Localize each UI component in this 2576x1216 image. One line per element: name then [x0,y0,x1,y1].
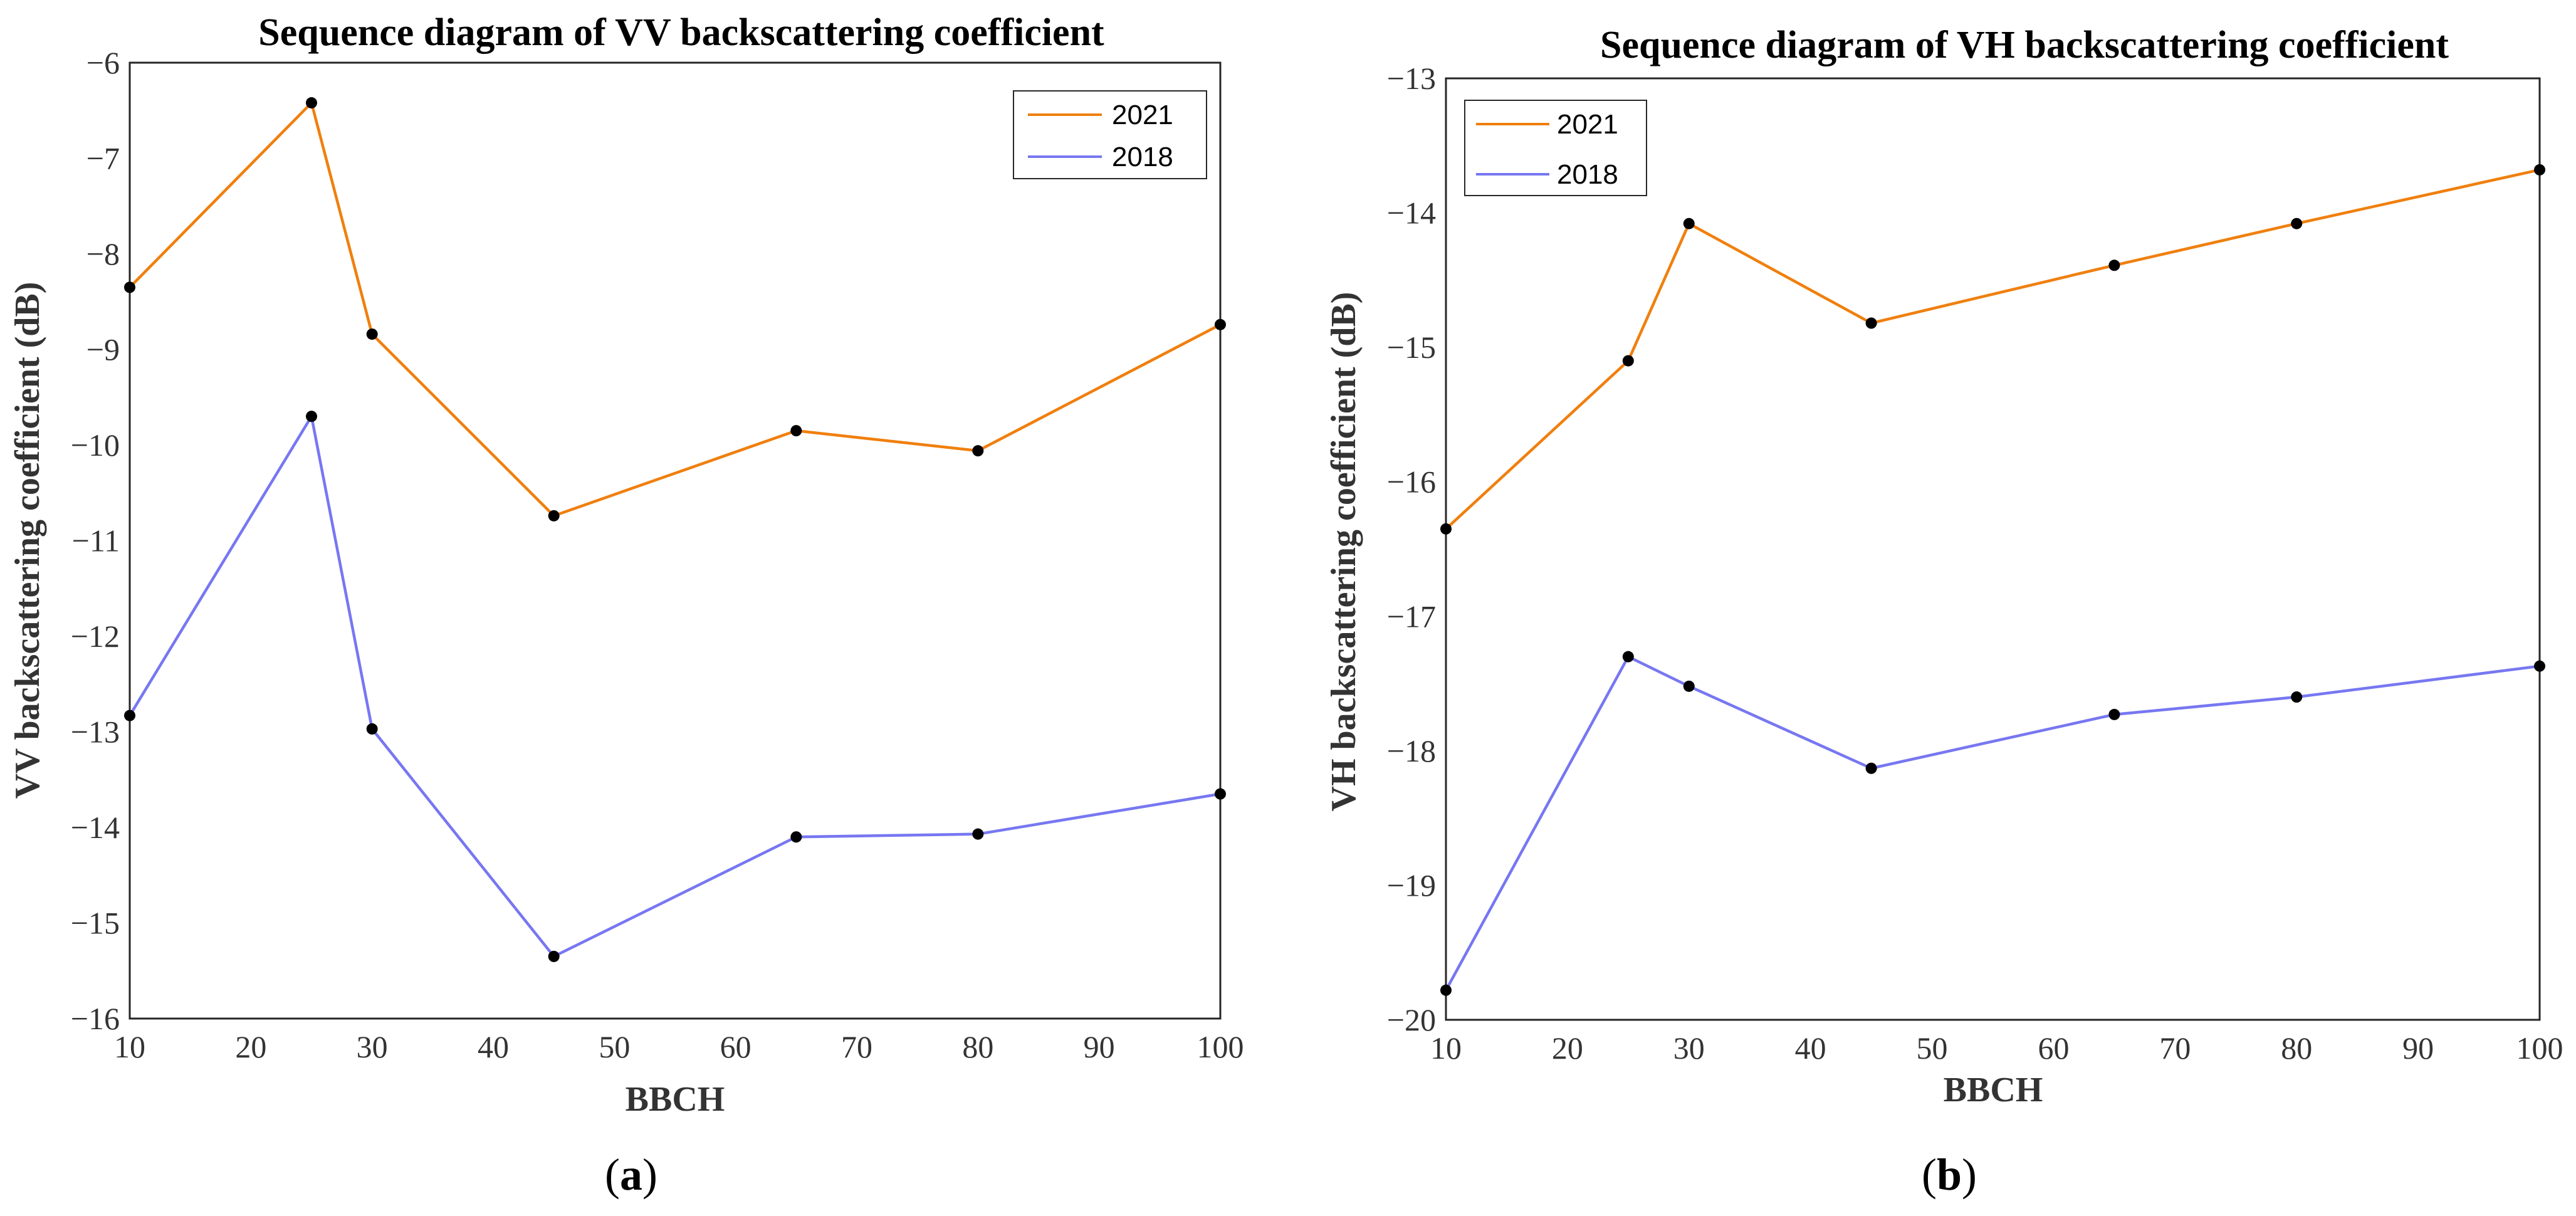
data-point-2018 [1622,651,1634,663]
legend: 2021 2018 [1464,100,1647,196]
data-point-2018 [124,710,135,721]
data-point-2018 [306,411,317,422]
y-tick-label: −15 [1387,330,1436,365]
chart-panel-a: Sequence diagram of VV backscattering co… [8,11,1244,1200]
data-point-2021 [972,445,984,457]
data-point-2018 [1683,680,1695,692]
data-point-2021 [1215,318,1226,330]
x-tick-label: 40 [1795,1030,1826,1066]
x-tick-label: 90 [2402,1030,2434,1066]
panel-label-b: (b) [1922,1150,1977,1200]
data-point-2021 [2108,259,2120,271]
data-point-2021 [1865,317,1877,329]
tick-group: 10 20 30 40 50 60 70 80 90 100 −16 −15 −14 −13 −12 −11 −… [71,45,1244,1064]
legend-box [1013,90,1207,179]
x-tick-label: 20 [1552,1030,1583,1066]
data-point-2021 [306,97,317,109]
x-tick-label: 100 [1197,1029,1244,1064]
data-point-2021 [2291,218,2303,229]
y-tick-label: −9 [86,332,120,367]
y-tick-label: −10 [71,427,120,463]
y-axis-label: VV backscattering coefficient (dB) [8,282,47,799]
data-point-2018 [2291,691,2303,703]
panel-label-a: (a) [605,1150,657,1200]
x-tick-label: 80 [2281,1030,2312,1066]
y-tick-label: −14 [71,810,120,845]
data-point-2021 [1683,218,1695,229]
chart-title: Sequence diagram of VV backscattering co… [258,11,1104,54]
x-tick-label: 10 [114,1029,145,1064]
data-point-2018 [1865,762,1877,774]
y-tick-label: −13 [1387,61,1436,96]
data-point-2018 [2108,708,2120,720]
x-axis-label: BBCH [626,1080,725,1119]
legend-label-2021: 2021 [1557,109,1618,140]
x-tick-label: 40 [478,1029,509,1064]
y-tick-label: −18 [1387,733,1436,768]
x-tick-label: 60 [720,1029,751,1064]
y-tick-label: −16 [71,1001,120,1036]
x-tick-label: 70 [2159,1030,2191,1066]
series-group [1440,164,2545,996]
x-tick-label: 20 [235,1029,266,1064]
legend-box [1464,100,1647,196]
y-tick-label: −20 [1387,1002,1436,1037]
data-point-2021 [2534,164,2545,176]
y-tick-label: −12 [71,619,120,654]
y-axis-label: VH backscattering coefficient (dB) [1324,292,1363,812]
legend-label-2018: 2018 [1557,159,1618,190]
data-point-2018 [1215,788,1226,800]
x-tick-label: 90 [1084,1029,1115,1064]
y-tick-label: −8 [86,236,120,271]
data-point-2021 [790,425,802,437]
y-tick-label: −14 [1387,196,1436,231]
y-tick-label: −7 [86,141,120,176]
data-point-2018 [790,831,802,843]
data-point-2021 [1440,523,1452,535]
x-tick-label: 80 [962,1029,993,1064]
data-point-2018 [366,723,378,735]
legend: 2021 2018 [1013,90,1207,179]
data-point-2021 [548,510,560,522]
x-tick-label: 60 [2038,1030,2069,1066]
x-tick-label: 50 [1917,1030,1948,1066]
series-group [124,97,1226,962]
legend-label-2018: 2018 [1112,142,1173,172]
y-tick-label: −6 [86,45,120,80]
y-tick-label: −13 [71,715,120,750]
data-point-2018 [972,828,984,840]
chart-panel-b: Sequence diagram of VH backscattering co… [1324,24,2563,1200]
plot-area [128,61,1222,1020]
x-tick-label: 10 [1430,1030,1462,1066]
x-tick-label: 50 [599,1029,630,1064]
data-point-2021 [1622,355,1634,367]
legend-label-2021: 2021 [1112,100,1173,130]
x-tick-label: 30 [1673,1030,1705,1066]
x-tick-label: 70 [841,1029,872,1064]
chart-title: Sequence diagram of VH backscattering co… [1600,24,2449,66]
data-point-2021 [124,281,135,293]
data-point-2021 [366,328,378,340]
x-tick-label: 30 [357,1029,388,1064]
data-point-2018 [1440,984,1452,996]
data-point-2018 [548,950,560,962]
x-tick-label: 100 [2516,1030,2563,1066]
plot-area [1445,77,2541,1021]
y-tick-label: −11 [72,523,120,558]
y-tick-label: −17 [1387,599,1436,634]
y-tick-label: −15 [71,906,120,941]
data-point-2018 [2534,660,2545,672]
y-tick-label: −16 [1387,464,1436,500]
y-tick-label: −19 [1387,867,1436,903]
x-axis-label: BBCH [1944,1071,2043,1109]
